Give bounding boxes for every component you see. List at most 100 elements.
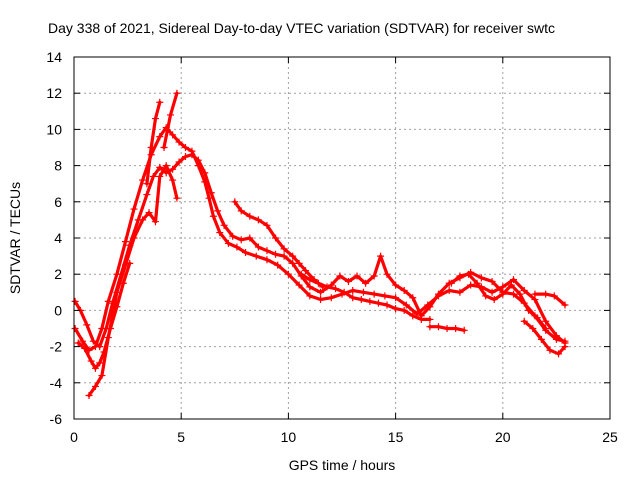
data-point-marker [98,372,106,380]
data-point-marker [246,234,254,242]
data-point-marker [434,323,442,331]
data-point-marker [254,243,262,251]
y-tick-label: 2 [54,266,62,282]
data-point-marker [289,259,297,267]
data-point-marker [383,301,391,309]
data-point-marker [317,288,325,296]
data-point-marker [537,335,545,343]
series-track-5 [143,98,164,188]
data-point-marker [561,301,569,309]
data-point-marker [151,115,159,123]
data-point-marker [297,270,305,278]
data-point-marker [209,212,217,220]
data-point-marker [224,239,232,247]
data-point-marker [314,279,322,287]
data-point-marker [550,292,558,300]
series-track-10 [447,270,550,332]
data-point-marker [237,236,245,244]
data-point-marker [85,391,93,399]
data-point-marker [349,286,357,294]
data-point-marker [510,290,518,298]
series-line [533,292,567,307]
data-point-marker [499,290,507,298]
data-point-marker [263,247,271,255]
data-point-marker [426,303,434,311]
y-tick-label: 14 [46,49,62,65]
data-point-marker [409,294,417,302]
data-point-marker [237,207,245,215]
data-point-marker [143,180,151,188]
data-point-marker [280,252,288,260]
data-point-marker [263,256,271,264]
data-point-marker [400,286,408,294]
data-point-marker [529,325,537,332]
data-point-marker [542,317,550,325]
data-point-marker [531,290,539,298]
data-point-marker [280,245,288,253]
data-point-marker [353,272,361,280]
data-point-marker [284,270,292,278]
data-point-marker [71,297,79,305]
y-tick-label: 12 [46,85,62,101]
data-point-marker [156,133,164,141]
data-point-marker [175,158,183,166]
data-point-marker [175,138,183,146]
data-point-marker [467,281,475,289]
data-point-marker [106,325,114,332]
series-line [233,200,325,289]
data-point-marker [488,277,496,285]
data-point-marker [340,288,348,296]
data-point-marker [272,234,280,242]
data-point-marker [216,229,224,237]
data-point-marker [402,301,410,309]
x-tick-label: 0 [70,429,78,445]
data-point-marker [452,325,460,332]
x-tick-label: 5 [177,429,185,445]
data-point-marker [561,343,569,351]
data-point-marker [71,325,79,332]
data-point-marker [130,205,138,213]
series-line [522,319,567,356]
data-point-marker [306,292,314,300]
data-point-marker [160,144,168,151]
axis-ticks [73,56,611,420]
data-point-marker [370,272,378,280]
data-point-marker [100,348,108,356]
data-point-marker [119,279,127,287]
data-point-marker [525,306,533,314]
data-point-marker [295,259,303,267]
x-tick-label: 15 [388,429,404,445]
series-track-4 [74,259,134,372]
data-point-marker [417,315,425,323]
data-point-marker [552,335,560,343]
data-point-marker [409,312,417,320]
data-point-marker [366,297,374,305]
data-point-marker [490,296,498,304]
grid-lines [74,57,610,419]
data-point-marker [147,144,155,151]
y-tick-label: -6 [50,411,63,427]
data-point-marker [274,261,282,269]
data-point-marker [510,276,518,284]
data-point-marker [445,286,453,294]
data-point-marker [306,283,314,291]
data-point-marker [263,221,271,229]
data-point-marker [74,339,82,347]
y-tick-label: 0 [54,302,62,318]
series-track-9 [426,323,468,334]
data-point-marker [456,288,464,296]
data-point-marker [207,189,215,197]
data-point-marker [392,281,400,289]
y-tick-label: 8 [54,158,62,174]
data-point-marker [126,259,134,267]
data-point-marker [81,344,89,352]
data-point-marker [156,172,164,180]
data-point-marker [252,252,260,260]
data-point-marker [434,290,442,298]
data-point-marker [246,212,254,220]
data-point-marker [130,234,138,242]
data-point-marker [295,281,303,289]
data-point-marker [374,299,382,307]
data-point-marker [306,276,314,284]
